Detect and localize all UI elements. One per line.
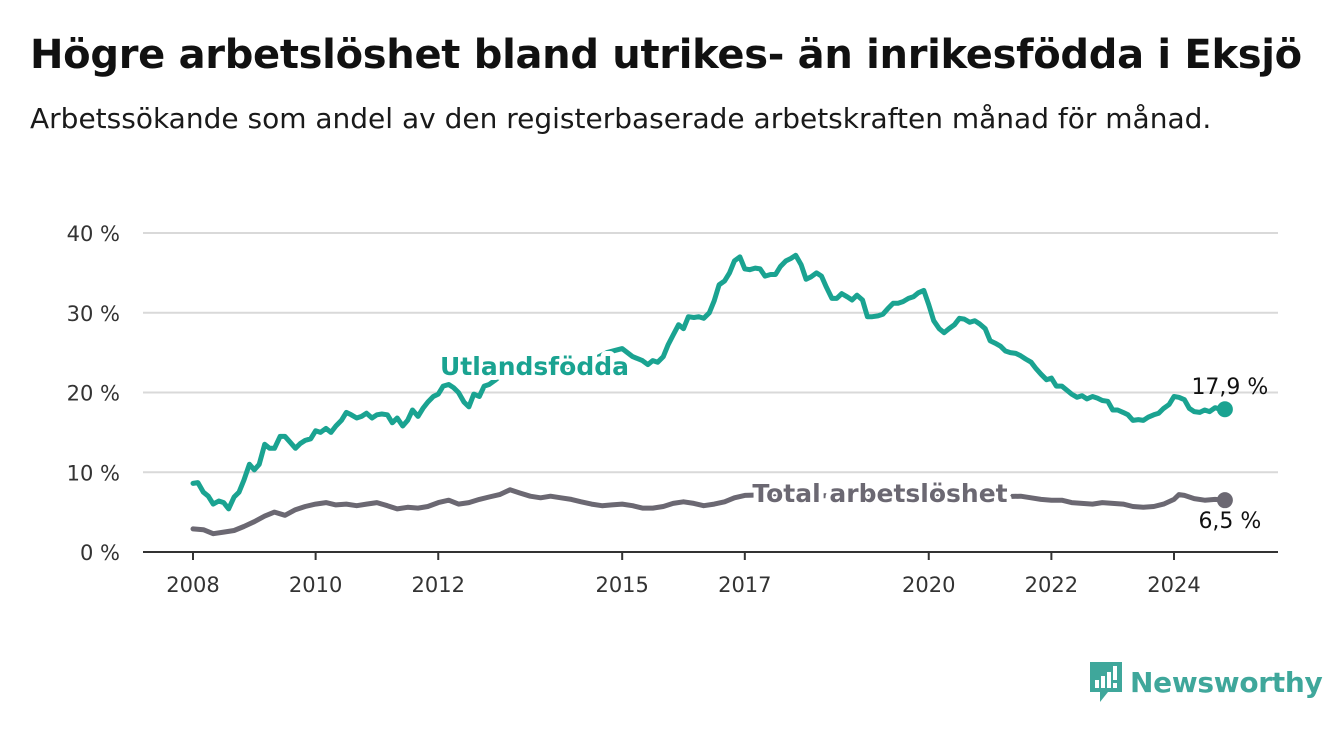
series-lines (190, 252, 1233, 537)
x-tick-label: 2022 (1025, 573, 1078, 597)
y-tick-label: 20 % (67, 382, 120, 406)
x-tick-label: 2012 (412, 573, 465, 597)
y-tick-label: 40 % (67, 222, 120, 246)
series-end-label: 17,9 % (1191, 375, 1268, 400)
x-tick-label: 2017 (718, 573, 771, 597)
y-tick-label: 0 % (80, 541, 120, 565)
chart-title: Högre arbetslöshet bland utrikes- än inr… (30, 32, 1302, 78)
newsworthy-logo: Newsworthy (1088, 660, 1323, 704)
series-name-label: Total arbetslöshet (752, 479, 1007, 508)
series-end-marker (1216, 492, 1233, 509)
x-tick-label: 2024 (1147, 573, 1200, 597)
newsworthy-logo-icon (1090, 662, 1122, 702)
newsworthy-logo-text: Newsworthy (1130, 665, 1323, 699)
series-end-marker (1216, 401, 1233, 418)
y-axis-ticks: 0 % 10 % 20 % 30 % 40 % (67, 222, 120, 565)
series-name-label-halo: Utlandsfödda (440, 352, 629, 381)
series-name-label-halo: Total arbetslöshet (752, 479, 1007, 508)
x-tick-label: 2010 (289, 573, 342, 597)
y-tick-label: 30 % (67, 302, 120, 326)
x-tick-label: 2020 (902, 573, 955, 597)
series-end-label: 6,5 % (1198, 509, 1261, 534)
series-line (190, 252, 1228, 512)
chart-subtitle: Arbetssökande som andel av den registerb… (30, 102, 1212, 135)
x-tick-label: 2015 (595, 573, 648, 597)
x-tick-label: 2008 (166, 573, 219, 597)
series-labels: 17,9 %6,5 %UtlandsföddaUtlandsföddaTotal… (435, 347, 1268, 534)
y-tick-label: 10 % (67, 461, 120, 485)
series-line (190, 487, 1228, 537)
series-name-label: Utlandsfödda (440, 352, 629, 381)
x-axis: 2008 2010 2012 2015 2017 2020 2022 2024 (143, 551, 1278, 597)
